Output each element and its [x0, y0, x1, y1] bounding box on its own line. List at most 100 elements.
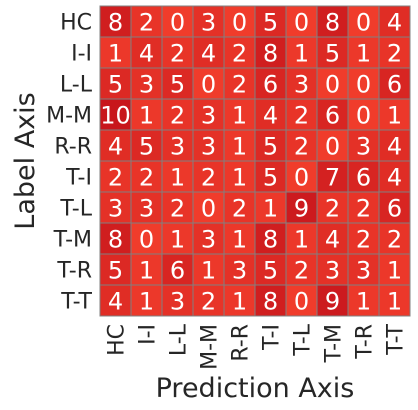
- cell-value-label: 1: [387, 257, 402, 285]
- y-axis-label: Label Axis: [10, 92, 41, 229]
- x-tick-label: I-I: [136, 324, 161, 345]
- cell-value-label: 4: [108, 133, 123, 161]
- cell-value-label: 1: [139, 288, 154, 316]
- x-tick-label: R-R: [229, 324, 254, 362]
- cell-value-label: 8: [325, 9, 340, 37]
- heatmap-cells: 8 2 0 3 0 5 0 8 0 41 4 2 4 2 8 1 5 1 25 3 5 0 2 6 3 0 0 610 1 2 3 1 4 2 6 0…: [99, 5, 411, 317]
- cell-value-label: 1: [294, 40, 309, 68]
- heatmap-cell: [99, 98, 132, 131]
- cell-value-label: 0: [201, 195, 216, 223]
- heatmap-cell: [285, 222, 318, 255]
- cell-value-label: 3: [356, 257, 371, 285]
- heatmap-cell: [316, 222, 349, 255]
- x-tick-label: M-M: [198, 324, 223, 370]
- heatmap-cell: [99, 5, 132, 38]
- cell-value-label: 1: [387, 288, 402, 316]
- heatmap-cell: [347, 160, 380, 193]
- heatmap-cell: [130, 253, 163, 286]
- x-tick-label: T-I: [260, 324, 285, 351]
- heatmap-cell: [285, 191, 318, 224]
- cell-value-label: 2: [170, 102, 185, 130]
- cell-value-label: 2: [170, 195, 185, 223]
- heatmap-cell: [316, 253, 349, 286]
- heatmap-cell: [254, 284, 287, 317]
- cell-value-label: 3: [356, 133, 371, 161]
- heatmap-cell: [316, 5, 349, 38]
- cell-value-label: 0: [294, 9, 309, 37]
- cell-value-label: 0: [325, 133, 340, 161]
- cell-value-label: 2: [232, 195, 247, 223]
- cell-value-label: 5: [263, 164, 278, 192]
- heatmap-cell: [347, 222, 380, 255]
- cell-value-label: 4: [387, 133, 402, 161]
- heatmap-cell: [130, 36, 163, 69]
- heatmap-cell: [99, 253, 132, 286]
- cell-value-label: 2: [294, 133, 309, 161]
- heatmap-cell: [130, 222, 163, 255]
- cell-value-label: 3: [201, 133, 216, 161]
- x-tick-label: HC: [105, 324, 130, 356]
- cell-value-label: 0: [294, 288, 309, 316]
- heatmap-cell: [254, 5, 287, 38]
- heatmap-cell: [254, 160, 287, 193]
- cell-value-label: 1: [294, 226, 309, 254]
- cell-value-label: 8: [263, 288, 278, 316]
- cell-value-label: 8: [263, 40, 278, 68]
- cell-value-label: 8: [263, 226, 278, 254]
- cell-value-label: 4: [325, 226, 340, 254]
- heatmap-cell: [130, 129, 163, 162]
- heatmap-cell: [192, 222, 225, 255]
- cell-value-label: 8: [108, 226, 123, 254]
- cell-value-label: 2: [108, 164, 123, 192]
- cell-value-label: 5: [108, 71, 123, 99]
- heatmap-cell: [347, 67, 380, 100]
- heatmap-cell: [99, 160, 132, 193]
- cell-value-label: 1: [232, 288, 247, 316]
- heatmap-cell: [378, 67, 411, 100]
- cell-value-label: 3: [294, 71, 309, 99]
- cell-value-label: 6: [263, 71, 278, 99]
- cell-value-label: 2: [139, 9, 154, 37]
- x-tick-label: L-L: [167, 323, 192, 356]
- cell-value-label: 3: [108, 195, 123, 223]
- cell-value-label: 2: [356, 195, 371, 223]
- cell-value-label: 9: [294, 195, 309, 223]
- y-tick-label: M-M: [46, 104, 92, 129]
- cell-value-label: 4: [201, 40, 216, 68]
- cell-value-label: 1: [232, 133, 247, 161]
- cell-value-label: 6: [356, 164, 371, 192]
- cell-value-label: 3: [325, 257, 340, 285]
- heatmap-cell: [161, 284, 194, 317]
- heatmap-cell: [285, 67, 318, 100]
- cell-value-label: 1: [356, 40, 371, 68]
- cell-value-label: 5: [263, 133, 278, 161]
- y-tick-labels: HC I-I L-L M-M R-R T-I T-L T-M T-R T-T: [46, 11, 93, 315]
- cell-value-label: 3: [139, 195, 154, 223]
- cell-value-label: 6: [387, 71, 402, 99]
- cell-value-label: 1: [170, 226, 185, 254]
- cell-value-label: 2: [201, 288, 216, 316]
- cell-value-label: 4: [139, 40, 154, 68]
- heatmap-cell: [192, 160, 225, 193]
- cell-value-label: 2: [232, 71, 247, 99]
- cell-value-label: 2: [201, 164, 216, 192]
- heatmap-cell: [316, 284, 349, 317]
- heatmap-cell: [192, 284, 225, 317]
- x-axis-label: Prediction Axis: [156, 373, 355, 404]
- cell-value-label: 4: [263, 102, 278, 130]
- heatmap-cell: [254, 222, 287, 255]
- heatmap-cell: [378, 222, 411, 255]
- y-tick-label: T-R: [56, 259, 92, 284]
- cell-value-label: 9: [325, 288, 340, 316]
- cell-value-label: 10: [100, 102, 131, 130]
- cell-value-label: 5: [325, 40, 340, 68]
- heatmap-cell: [285, 284, 318, 317]
- cell-value-label: 2: [139, 164, 154, 192]
- heatmap-cell: [254, 129, 287, 162]
- heatmap-cell: [285, 36, 318, 69]
- heatmap-cell: [161, 160, 194, 193]
- heatmap-cell: [316, 129, 349, 162]
- heatmap-cell: [254, 36, 287, 69]
- heatmap-cell: [347, 36, 380, 69]
